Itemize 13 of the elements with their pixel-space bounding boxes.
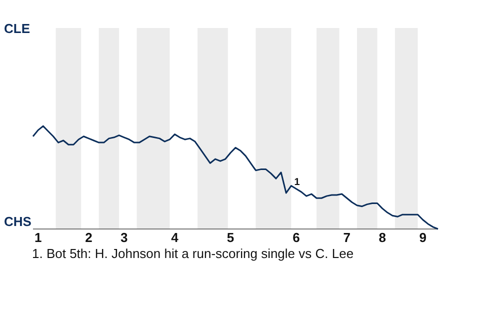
annotation: 1 bbox=[294, 176, 300, 188]
x-tick-label: 3 bbox=[120, 230, 128, 245]
x-tick-label: 2 bbox=[85, 230, 92, 245]
x-tick-label: 4 bbox=[171, 230, 180, 245]
text: 1. Bot 5th: H. Johnson hit a run-scoring single vs C. Lee bbox=[32, 246, 354, 261]
x-tick-label: 7 bbox=[343, 230, 350, 245]
x-tick-label: 1 bbox=[34, 230, 42, 245]
x-tick-label: 6 bbox=[292, 230, 300, 245]
x-tick-label: 8 bbox=[378, 230, 386, 245]
x-tick-label: 9 bbox=[419, 230, 426, 245]
text: CHS bbox=[4, 214, 32, 229]
text: CLE bbox=[4, 21, 30, 36]
x-tick-label: 5 bbox=[226, 230, 234, 245]
